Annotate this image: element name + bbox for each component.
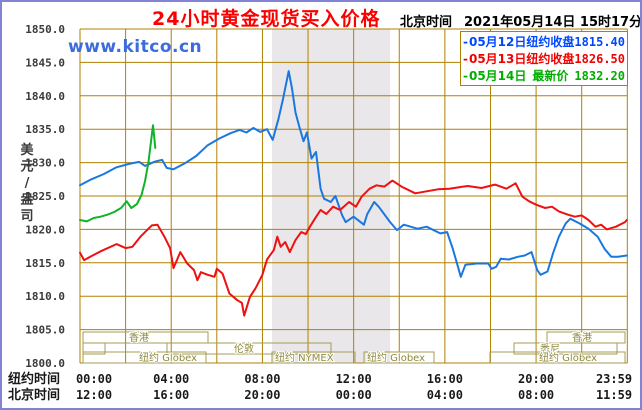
- y-tick-label: 1825.0: [25, 190, 65, 203]
- y-tick-label: 1820.0: [25, 223, 65, 236]
- y-tick-label: 1805.0: [25, 324, 65, 337]
- x-tick-label: 11:59: [596, 388, 632, 402]
- session-label: 纽约 NYMEX: [275, 351, 334, 364]
- session-label: 香港: [129, 332, 149, 344]
- legend-line-marker: -: [463, 51, 468, 66]
- legend-line-marker: -: [463, 68, 468, 83]
- kitco-watermark: www.kitco.cn: [68, 37, 203, 57]
- legend-label: 纽约收盘: [526, 52, 575, 66]
- beijing-clock-label: 北京时间: [400, 15, 453, 30]
- x-tick-label: 16:00: [153, 388, 189, 402]
- y-tick-label: 1800.0: [25, 357, 65, 370]
- y-tick-label: 1830.0: [25, 157, 65, 170]
- price-line: [79, 179, 628, 317]
- session-box: [82, 351, 207, 364]
- session-box: [363, 351, 435, 364]
- legend-value: 1832.20: [574, 68, 625, 83]
- x-tick-label: 12:00: [76, 388, 112, 402]
- x-axis-bj-row-label: 北京时间: [8, 387, 60, 403]
- x-tick-label: 08:00: [244, 372, 280, 386]
- x-tick-label: 04:00: [427, 388, 463, 402]
- session-label: 纽约 Globex: [539, 351, 597, 364]
- session-box: [82, 342, 106, 355]
- y-tick-label: 1845.0: [25, 56, 65, 69]
- beijing-clock-value: 2021年05月14日 15时17分: [464, 15, 642, 30]
- x-tick-label: 00:00: [336, 388, 372, 402]
- x-tick-label: 00:00: [76, 372, 112, 386]
- legend-item: -05月12日 纽约收盘 1815.40: [463, 33, 625, 50]
- legend-label: 纽约收盘: [526, 35, 575, 49]
- session-box: [489, 351, 626, 364]
- x-tick-label: 20:00: [518, 372, 554, 386]
- session-label: 香港: [572, 332, 592, 344]
- legend-date: 05月14日: [468, 69, 527, 83]
- x-tick-label: 16:00: [427, 372, 463, 386]
- legend-line-marker: -: [463, 34, 468, 49]
- y-tick-label: 1850.0: [25, 23, 65, 36]
- x-tick-label: 20:00: [244, 388, 280, 402]
- x-tick-label: 04:00: [153, 372, 189, 386]
- price-line: [79, 124, 157, 223]
- session-box: [82, 331, 209, 344]
- price-lines: [79, 70, 628, 317]
- x-axis-tick-labels: 纽约时间 北京时间 00:00 04:00 08:00 12:00 16:00 20:00…: [8, 371, 632, 403]
- legend-value: 1826.50: [574, 51, 625, 66]
- legend-value: 1815.40: [574, 34, 625, 49]
- session-label: 纽约 Globex: [139, 351, 197, 364]
- x-tick-label: 12:00: [336, 372, 372, 386]
- legend-date: 05月12日: [468, 35, 527, 49]
- y-tick-label: 1815.0: [25, 257, 65, 270]
- page-title: 24小时黄金现货买入价格: [152, 8, 381, 30]
- x-tick-label: 08:00: [518, 388, 554, 402]
- x-axis-ny-row-label: 纽约时间: [8, 371, 60, 387]
- y-tick-label: 1810.0: [25, 290, 65, 303]
- session-box: [513, 342, 618, 355]
- session-box: [271, 351, 356, 364]
- legend-item: -05月13日 纽约收盘 1826.50: [463, 50, 625, 67]
- beijing-clock: 北京时间 2021年05月14日 15时17分: [400, 11, 642, 30]
- legend-label: 最新价: [532, 69, 569, 83]
- legend-date: 05月13日: [468, 52, 527, 66]
- session-label: 纽约 Globex: [367, 351, 425, 364]
- y-tick-label: 1840.0: [25, 90, 65, 103]
- session-box: [166, 342, 332, 355]
- x-tick-label: 23:59: [596, 372, 632, 386]
- legend-item: -05月14日 最新价 1832.20: [463, 67, 625, 84]
- y-axis-tick-labels: 1850.0 1845.0 1840.0 1835.0 1830.0 1825.0 1820…: [25, 23, 65, 370]
- session-label: 伦敦: [234, 342, 254, 355]
- y-axis-unit-label: 美元/盎司: [20, 142, 34, 224]
- legend-box: -05月12日 纽约收盘 1815.40-05月13日 纽约收盘 1826.50-05月…: [460, 31, 628, 86]
- y-tick-label: 1835.0: [25, 123, 65, 136]
- price-line: [79, 70, 628, 278]
